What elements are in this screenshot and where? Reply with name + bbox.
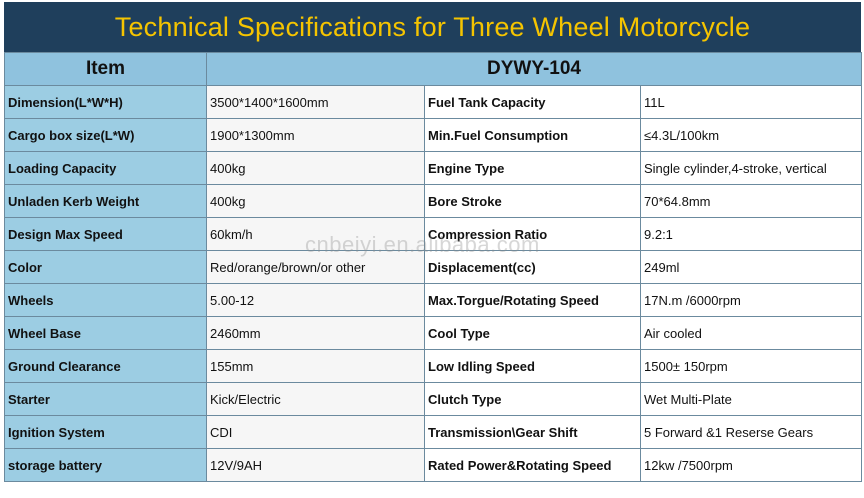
spec-label: Wheel Base bbox=[4, 316, 207, 350]
table-row: Wheels 5.00-12 Max.Torgue/Rotating Speed 17… bbox=[4, 283, 863, 317]
spec-value-2: 249ml bbox=[639, 250, 863, 284]
header-item: Item bbox=[4, 52, 207, 86]
spec-label: Ignition System bbox=[4, 415, 207, 449]
table-row: Starter Kick/Electric Clutch Type Wet Multi… bbox=[4, 382, 863, 416]
spec-label-2: Engine Type bbox=[424, 151, 641, 185]
spec-value: 12V/9AH bbox=[206, 448, 425, 482]
spec-label: Starter bbox=[4, 382, 207, 416]
spec-value-2: 11L bbox=[639, 85, 863, 119]
spec-label-2: Rated Power&Rotating Speed bbox=[424, 448, 641, 482]
spec-label: Ground Clearance bbox=[4, 349, 207, 383]
spec-value: Kick/Electric bbox=[206, 382, 425, 416]
spec-value-2: ≤4.3L/100km bbox=[639, 118, 863, 152]
spec-label-2: Bore Stroke bbox=[424, 184, 641, 218]
spec-label-2: Fuel Tank Capacity bbox=[424, 85, 641, 119]
spec-label: storage battery bbox=[4, 448, 207, 482]
spec-value-2: 1500± 150rpm bbox=[639, 349, 863, 383]
spec-label: Design Max Speed bbox=[4, 217, 207, 251]
spec-value-2: Wet Multi-Plate bbox=[639, 382, 863, 416]
spec-value-2: 17N.m /6000rpm bbox=[639, 283, 863, 317]
spec-label: Loading Capacity bbox=[4, 151, 207, 185]
spec-value: 400kg bbox=[206, 184, 425, 218]
spec-table: Item DYWY-104 Dimension(L*W*H) 3500*1400*… bbox=[4, 52, 863, 482]
spec-label-2: Transmission\Gear Shift bbox=[424, 415, 641, 449]
spec-label-2: Displacement(cc) bbox=[424, 250, 641, 284]
table-row: Cargo box size(L*W) 1900*1300mm Min.Fuel C… bbox=[4, 118, 863, 152]
spec-label-2: Clutch Type bbox=[424, 382, 641, 416]
table-row: Unladen Kerb Weight 400kg Bore Stroke 70*64… bbox=[4, 184, 863, 218]
spec-value-2: Air cooled bbox=[639, 316, 863, 350]
spec-label-2: Max.Torgue/Rotating Speed bbox=[424, 283, 641, 317]
spec-value-2: Single cylinder,4-stroke, vertical bbox=[639, 151, 863, 185]
spec-value: 5.00-12 bbox=[206, 283, 425, 317]
spec-label: Cargo box size(L*W) bbox=[4, 118, 207, 152]
page-title: Technical Specifications for Three Wheel… bbox=[4, 2, 861, 52]
spec-value: 60km/h bbox=[206, 217, 425, 251]
table-row: storage battery 12V/9AH Rated Power&Rotati… bbox=[4, 448, 863, 482]
table-row: Ignition System CDI Transmission\Gear Shif… bbox=[4, 415, 863, 449]
table-row: Ground Clearance 155mm Low Idling Speed 150… bbox=[4, 349, 863, 383]
spec-label-2: Compression Ratio bbox=[424, 217, 641, 251]
spec-label-2: Min.Fuel Consumption bbox=[424, 118, 641, 152]
spec-label: Wheels bbox=[4, 283, 207, 317]
table-row: Design Max Speed 60km/h Compression Ratio 9… bbox=[4, 217, 863, 251]
spec-label: Dimension(L*W*H) bbox=[4, 85, 207, 119]
spec-label-2: Cool Type bbox=[424, 316, 641, 350]
spec-value: CDI bbox=[206, 415, 425, 449]
spec-value-2: 9.2:1 bbox=[639, 217, 863, 251]
spec-value: 155mm bbox=[206, 349, 425, 383]
spec-value: 2460mm bbox=[206, 316, 425, 350]
spec-value-2: 70*64.8mm bbox=[639, 184, 863, 218]
table-header-row: Item DYWY-104 bbox=[4, 52, 863, 86]
table-row: Color Red/orange/brown/or other Displaceme… bbox=[4, 250, 863, 284]
spec-label: Color bbox=[4, 250, 207, 284]
spec-value: 3500*1400*1600mm bbox=[206, 85, 425, 119]
header-model: DYWY-104 bbox=[205, 52, 863, 86]
spec-value-2: 5 Forward &1 Reserse Gears bbox=[639, 415, 863, 449]
table-row: Dimension(L*W*H) 3500*1400*1600mm Fuel Tan… bbox=[4, 85, 863, 119]
spec-value-2: 12kw /7500rpm bbox=[639, 448, 863, 482]
table-row: Wheel Base 2460mm Cool Type Air cooled bbox=[4, 316, 863, 350]
spec-label-2: Low Idling Speed bbox=[424, 349, 641, 383]
spec-value: Red/orange/brown/or other bbox=[206, 250, 425, 284]
spec-label: Unladen Kerb Weight bbox=[4, 184, 207, 218]
spec-value: 1900*1300mm bbox=[206, 118, 425, 152]
spec-value: 400kg bbox=[206, 151, 425, 185]
table-row: Loading Capacity 400kg Engine Type Single c… bbox=[4, 151, 863, 185]
